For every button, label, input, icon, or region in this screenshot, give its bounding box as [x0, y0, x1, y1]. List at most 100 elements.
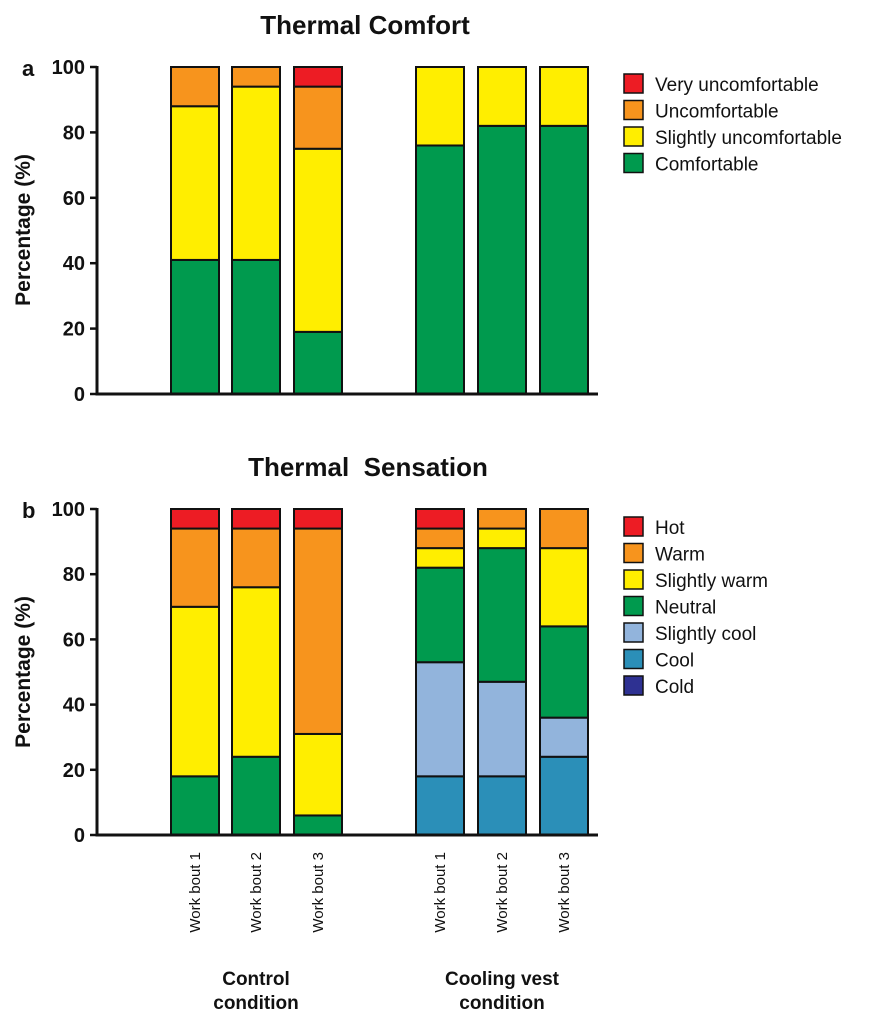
bar-segment-hot — [231, 508, 281, 530]
x-tick-label: Work bout 3 — [556, 852, 573, 933]
bar-segment-cool — [477, 775, 527, 837]
group-label-cooling-line2: condition — [459, 993, 544, 1014]
legend-swatch — [623, 675, 644, 696]
y-tick-label: 0 — [74, 825, 85, 847]
legend-label: Slightly warm — [655, 571, 768, 592]
bar-segment-comfortable — [170, 258, 220, 395]
y-tick-label: 80 — [63, 564, 85, 586]
bar-segment-slightly-warm — [231, 586, 281, 758]
y-tick-label: 60 — [63, 629, 85, 651]
bar-segment-slightly-warm — [293, 732, 343, 817]
legend-swatch — [623, 595, 644, 617]
bar-segment-uncomfortable — [170, 66, 220, 108]
y-tick-label: 40 — [63, 695, 85, 717]
legend-label: Uncomfortable — [655, 102, 779, 123]
bar-segment-warm — [477, 508, 527, 530]
legend-label: Slightly cool — [655, 624, 756, 645]
legend-label: Neutral — [655, 598, 716, 619]
x-tick-label: Work bout 3 — [310, 852, 327, 933]
bar-segment-slightly-uncomfortable — [231, 85, 281, 261]
bar-segment-cool — [415, 775, 465, 837]
bar-segment-warm — [293, 527, 343, 735]
bar-segment-comfortable — [477, 124, 527, 396]
group-label-cooling-line1: Cooling vest — [445, 969, 560, 990]
y-tick-label: 20 — [63, 319, 85, 341]
panel-b-axes — [95, 508, 598, 837]
y-tick-label: 0 — [74, 384, 85, 406]
panel-b-thermal-sensation: Thermal Sensation b Percentage (%) 0 20 40… — [12, 452, 768, 933]
panel-b-legend: Hot Warm Slightly warm Neutral Slightly cool… — [623, 516, 768, 698]
bar-segment-hot — [170, 508, 220, 530]
panel-a-axes — [95, 66, 598, 396]
bar-segment-uncomfortable — [231, 66, 281, 88]
panel-b-y-ticks: 0 20 40 60 80 100 — [52, 499, 97, 847]
legend-swatch — [623, 622, 644, 643]
bar-segment-slightly-warm — [539, 547, 589, 628]
bar-segment-comfortable — [539, 124, 589, 396]
panel-b-letter: b — [22, 498, 35, 523]
group-label-control-line2: condition — [213, 993, 298, 1014]
bar-segment-slightly-uncomfortable — [415, 66, 465, 147]
bar-segment-comfortable — [415, 144, 465, 395]
bar-segment-slightly-cool — [477, 680, 527, 778]
y-tick-label: 80 — [63, 122, 85, 144]
panel-a-y-ticks: 0 20 40 60 80 100 — [52, 57, 97, 406]
legend-label: Slightly uncomfortable — [655, 128, 842, 149]
legend-label: Hot — [655, 518, 685, 539]
bar-segment-slightly-cool — [539, 716, 589, 758]
legend-swatch — [623, 152, 644, 174]
bar-segment-uncomfortable — [293, 85, 343, 150]
bar-segment-slightly-warm — [477, 527, 527, 550]
x-tick-label: Work bout 2 — [494, 852, 511, 933]
bar-segment-slightly-warm — [170, 605, 220, 778]
legend-swatch — [623, 126, 644, 147]
y-tick-label: 100 — [52, 57, 85, 79]
bar-segment-slightly-uncomfortable — [293, 147, 343, 333]
bar-segment-slightly-warm — [415, 547, 465, 569]
bar-segment-warm — [415, 527, 465, 550]
legend-label: Cold — [655, 677, 694, 698]
bar-segment-neutral — [415, 566, 465, 664]
bar-segment-comfortable — [231, 258, 281, 395]
legend-swatch — [623, 569, 644, 590]
legend-label: Warm — [655, 545, 705, 566]
legend-label: Very uncomfortable — [655, 75, 819, 96]
bar-segment-warm — [539, 508, 589, 550]
legend-swatch — [623, 542, 644, 564]
legend-swatch — [623, 516, 644, 537]
x-tick-label: Work bout 1 — [432, 852, 449, 933]
panel-a-y-axis-label: Percentage (%) — [12, 154, 35, 306]
panel-b-bars — [170, 508, 589, 837]
legend-label: Cool — [655, 651, 694, 672]
x-tick-label: Work bout 2 — [248, 852, 265, 933]
bar-segment-comfortable — [293, 330, 343, 395]
legend-label: Comfortable — [655, 155, 759, 176]
y-tick-label: 60 — [63, 188, 85, 210]
panel-a-title: Thermal Comfort — [260, 10, 470, 40]
panel-b-x-tick-labels: Work bout 1 Work bout 2 Work bout 3 Work bo… — [187, 852, 573, 933]
bar-segment-slightly-uncomfortable — [539, 66, 589, 127]
bar-segment-neutral — [477, 547, 527, 683]
y-tick-label: 20 — [63, 760, 85, 782]
bar-segment-very-uncomfortable — [293, 66, 343, 88]
panel-a-letter: a — [22, 56, 35, 81]
bar-segment-slightly-uncomfortable — [170, 105, 220, 261]
legend-swatch — [623, 99, 644, 121]
x-group-labels: Control condition Cooling vest condition — [213, 969, 559, 1014]
bar-segment-hot — [293, 508, 343, 530]
bar-segment-slightly-uncomfortable — [477, 66, 527, 127]
bar-segment-neutral — [539, 625, 589, 719]
bar-segment-warm — [231, 527, 281, 589]
y-tick-label: 100 — [52, 499, 85, 521]
panel-a-legend: Very uncomfortable Uncomfortable Slightly … — [623, 73, 842, 176]
bar-segment-cool — [539, 755, 589, 837]
x-tick-label: Work bout 1 — [187, 852, 204, 933]
panel-a-thermal-comfort: Thermal Comfort a Percentage (%) 0 20 40 60… — [12, 10, 842, 406]
legend-swatch — [623, 648, 644, 670]
bar-segment-hot — [415, 508, 465, 530]
group-label-control-line1: Control — [222, 969, 290, 990]
bar-segment-neutral — [170, 775, 220, 837]
bar-segment-warm — [170, 527, 220, 608]
bar-segment-neutral — [293, 814, 343, 837]
